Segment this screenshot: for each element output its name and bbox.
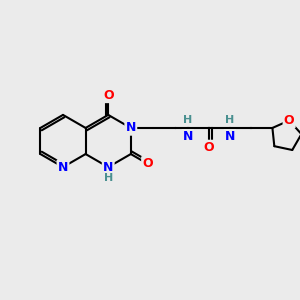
Text: H: H bbox=[103, 172, 113, 183]
Text: N: N bbox=[183, 130, 193, 143]
Text: O: O bbox=[142, 157, 153, 170]
Text: H: H bbox=[183, 115, 192, 125]
Text: N: N bbox=[58, 160, 68, 174]
Text: O: O bbox=[103, 89, 113, 102]
Text: O: O bbox=[203, 141, 214, 154]
Text: N: N bbox=[103, 160, 113, 174]
Text: H: H bbox=[225, 115, 234, 125]
Text: N: N bbox=[225, 130, 235, 143]
Text: N: N bbox=[126, 122, 136, 134]
Text: O: O bbox=[284, 114, 295, 127]
